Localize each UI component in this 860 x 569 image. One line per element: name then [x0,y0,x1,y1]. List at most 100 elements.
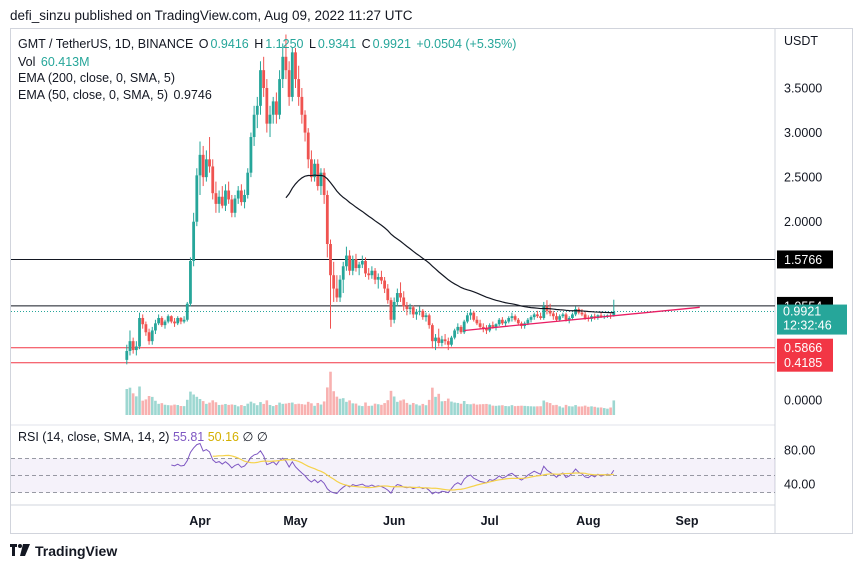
volume-bar [348,400,351,415]
candle-body [316,163,320,187]
volume-bar [224,403,227,415]
candle-body [360,260,364,265]
rsi-tick-label: 40.00 [784,478,815,492]
candle-body [150,330,154,342]
volume-bar [275,404,278,415]
candle-body [173,321,176,324]
candle-body [351,259,355,271]
candle-body [418,310,422,312]
volume-bar [262,403,265,415]
candle-body [313,163,316,178]
candle-body [450,337,453,345]
candle-body [481,326,485,329]
candle-body [465,315,469,322]
candle-body [268,114,272,124]
ema50-line [285,174,614,314]
candle-body [220,196,224,206]
volume-bar [513,406,517,415]
ohlc-legend: GMT / TetherUS, 1D, BINANCE O 0.9416 H 1.1… [18,37,518,51]
volume-bar [376,404,380,415]
volume-label[interactable]: Vol [18,55,36,69]
candle-body [510,316,514,318]
symbol-label[interactable]: GMT / TetherUS, 1D, BINANCE [18,37,194,51]
candle-body [402,297,406,307]
candle-body [475,319,479,324]
candle-body [434,337,437,342]
candle-body [310,159,313,178]
candle-body [539,316,542,318]
volume-bar [548,403,552,415]
candle-body [478,323,482,327]
ema200-legend: EMA (200, close, 0, SMA, 5) [18,71,177,85]
volume-bar [462,401,466,415]
candle-body [224,190,227,206]
volume-bar [255,405,259,415]
level-label-0.5866: 0.5866 [784,341,822,355]
volume-bar [214,402,218,415]
volume-bar [291,402,294,415]
candle-body [125,350,129,360]
volume-bar [494,405,498,415]
volume-bar [415,404,418,415]
volume-bar [481,404,485,415]
volume-bar [300,404,304,415]
volume-bar [185,399,189,415]
ema200-label[interactable]: EMA (200, close, 0, SMA, 5) [18,71,176,85]
footer-brand[interactable]: TradingView [10,543,117,559]
candle-body [459,326,463,333]
volume-bar [567,406,571,415]
volume-bar [370,405,374,415]
price-tick-label: 3.0000 [784,126,822,140]
candle-body [456,326,460,331]
last-price-tag [777,304,847,335]
candle-body [446,341,450,345]
volume-bar [297,403,300,415]
candle-body [147,332,151,342]
candle-body [345,255,348,267]
volume-bar [357,405,361,415]
volume-bar [431,387,434,415]
volume-bar [125,389,129,415]
volume-bar [453,402,456,415]
volume-bar [526,406,530,415]
volume-bar [590,406,593,415]
volume-bar [201,401,205,415]
volume-bar [532,406,536,415]
ema50-label[interactable]: EMA (50, close, 0, SMA, 5) [18,88,169,102]
volume-bar [326,387,329,415]
candle-body [278,79,281,115]
candle-body [217,196,221,204]
candle-body [274,101,278,115]
volume-bar [233,404,237,415]
close-value: 0.9921 [372,37,411,51]
ema50-legend: EMA (50, close, 0, SMA, 5) 0.9746 [18,88,214,102]
volume-bar [182,406,186,415]
candle-body [395,293,399,302]
candle-body [364,260,367,274]
volume-bar [217,404,221,415]
rsi-line [171,442,615,495]
volume-bar [427,399,431,415]
volume-bar [150,396,154,415]
candle-body [443,339,447,342]
volume-bar [364,402,367,415]
candle-body [380,276,383,281]
volume-bar [440,401,444,415]
rsi-label[interactable]: RSI (14, close, SMA, 14, 2) [18,430,170,444]
candle-body [427,315,431,326]
publisher-line: defi_sinzu published on TradingView.com,… [10,8,413,23]
time-tick-label: Apr [189,514,211,528]
volume-bar [408,404,412,415]
candle-body [571,314,574,318]
time-tick-label: Jul [481,514,499,528]
volume-bar [243,405,246,415]
candle-body [262,70,266,88]
candle-body [303,114,307,133]
candle-body [421,310,425,318]
trend-line [464,306,700,332]
volume-legend: Vol 60.413M [18,55,92,69]
volume-bar [361,406,364,415]
volume-bar [313,405,316,415]
volume-bar [147,396,151,415]
